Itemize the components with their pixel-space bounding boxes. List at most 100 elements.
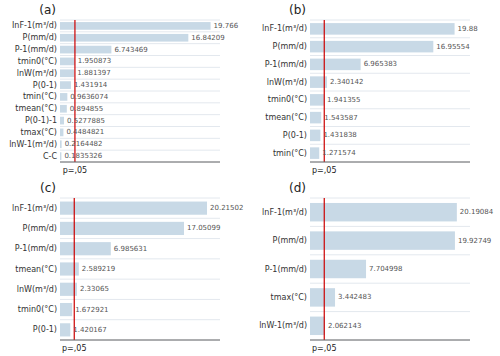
bar: [310, 147, 319, 159]
bar: [60, 81, 71, 89]
data-label: 3.442483: [338, 293, 371, 301]
category-label: tmin(°C): [23, 92, 57, 101]
row-separator: [60, 126, 220, 127]
bar: [310, 231, 455, 249]
category-label: lnW-1(m³/d): [9, 140, 57, 149]
bar: [310, 41, 433, 53]
category-label: tmean(°C): [265, 113, 307, 122]
data-label: 2.062143: [328, 322, 361, 330]
data-label: 1.431838: [323, 131, 356, 139]
data-label: 2.589219: [82, 265, 115, 273]
category-label: P(0-1): [283, 131, 307, 140]
row-separator: [60, 162, 220, 163]
row-separator: [60, 319, 220, 320]
row-separator: [60, 258, 220, 259]
bar: [60, 93, 67, 101]
data-label: 1.431914: [74, 81, 108, 89]
figure: (a)p=,05InF-1(m³/d)P(mm/d)P-1(mm/d)tmin0…: [0, 0, 500, 356]
category-label: lnW(m³/d): [17, 285, 57, 294]
threshold-label: p=,05: [312, 166, 337, 175]
threshold-label: p=,05: [312, 344, 337, 353]
category-label: tmax(°C): [271, 293, 307, 302]
bar: [310, 317, 325, 335]
category-label: lnW(m³/d): [17, 69, 57, 78]
row-separator: [310, 126, 470, 127]
panel: (b)p=,05lnF-1(m³/d)P(mm/d)P-1(mm/d)lnW(m…: [262, 3, 478, 175]
bars: [310, 198, 457, 340]
data-label: 16.84209: [191, 34, 224, 42]
bar: [310, 203, 457, 221]
row-separator: [60, 279, 220, 280]
category-label: lnW-1(m³/d): [259, 321, 307, 330]
category-label: P(mm/d): [273, 42, 307, 51]
data-label: 6.743469: [114, 46, 147, 54]
threshold-line: [74, 198, 75, 340]
category-label: P-1(mm/d): [15, 244, 57, 253]
row-separator: [60, 31, 220, 32]
x-axis-line: [310, 340, 470, 341]
data-label: 19.766: [214, 22, 239, 30]
bar: [60, 46, 111, 54]
bar: [310, 130, 320, 142]
bar: [60, 222, 184, 235]
category-label: lnF-1(m³/d): [12, 204, 57, 213]
row-separator: [60, 299, 220, 300]
bar: [60, 22, 211, 30]
row-separator: [60, 340, 220, 341]
panel-label: (c): [40, 181, 56, 195]
bar: [60, 34, 188, 42]
bar: [60, 58, 75, 66]
category-label: tmean(°C): [15, 104, 57, 113]
row-separator: [310, 37, 470, 38]
data-label: 1.881397: [77, 69, 110, 77]
category-label: tmin0(°C): [268, 95, 307, 104]
data-label: 2.340142: [330, 78, 363, 86]
category-label: tmax(°C): [21, 128, 57, 137]
bars: [60, 20, 211, 162]
bar: [310, 260, 366, 278]
category-label: lnF-1(m³/d): [262, 208, 307, 217]
data-label: 6.965383: [364, 60, 397, 68]
data-label: 0.9636074: [70, 93, 108, 101]
panel: (a)p=,05InF-1(m³/d)P(mm/d)P-1(mm/d)tmin0…: [9, 3, 239, 175]
panel: (d)p=,05lnF-1(m³/d)P(mm/d)P-1(mm/d)tmax(…: [259, 181, 494, 353]
threshold-line: [324, 198, 325, 340]
panel-label: (d): [289, 181, 306, 195]
category-label: tmin0(°C): [18, 305, 57, 314]
threshold-label: p=,05: [63, 166, 88, 175]
bars: [60, 198, 207, 340]
data-label: 0.5277885: [67, 117, 105, 125]
data-label: 6.985631: [114, 245, 147, 253]
data-label: 0.4484821: [66, 128, 104, 136]
data-label: 1.543587: [324, 114, 357, 122]
data-label: 0.894855: [70, 105, 103, 113]
category-label: lnF-1(m³/d): [262, 24, 307, 33]
row-separator: [310, 254, 470, 255]
row-separator: [60, 43, 220, 44]
row-separator: [60, 79, 220, 80]
row-separator: [60, 20, 220, 21]
threshold-label: p=,05: [62, 344, 87, 353]
row-separator: [60, 91, 220, 92]
category-label: P(0-1): [33, 325, 57, 334]
category-label: P-1(mm/d): [265, 265, 307, 274]
bars: [310, 20, 455, 162]
bar: [60, 262, 79, 275]
panel: (c)p=,05lnF-1(m³/d)P(mm/d)P-1(mm/d)tmean…: [12, 181, 243, 353]
row-separator: [60, 198, 220, 199]
bar: [60, 140, 62, 148]
category-label: tmin(°C): [273, 149, 307, 158]
row-separator: [310, 226, 470, 227]
data-label: 16.95554: [436, 43, 470, 51]
bar: [310, 288, 335, 306]
row-separator: [310, 198, 470, 199]
row-separator: [60, 67, 220, 68]
row-separator: [310, 283, 470, 284]
row-separator: [310, 73, 470, 74]
data-label: 1.672921: [75, 306, 108, 314]
row-separator: [60, 114, 220, 115]
bar: [60, 152, 61, 160]
row-separator: [60, 55, 220, 56]
row-separator: [310, 311, 470, 312]
x-axis-line: [60, 162, 220, 163]
